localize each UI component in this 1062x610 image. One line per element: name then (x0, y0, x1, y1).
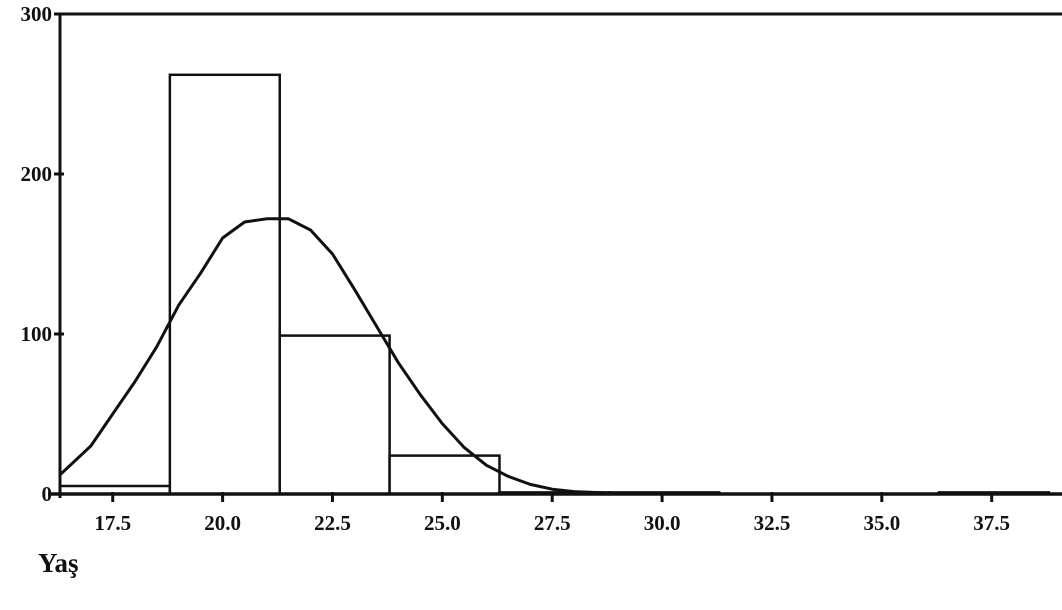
x-tick-label: 35.0 (863, 511, 900, 535)
normal-curve (58, 217, 707, 496)
y-tick-label: 300 (21, 2, 53, 26)
y-tick-label: 200 (21, 162, 53, 186)
x-tick-label: 32.5 (754, 511, 791, 535)
x-tick-label: 27.5 (534, 511, 571, 535)
x-tick-label: 25.0 (424, 511, 461, 535)
tick-labels: 0 100 200 300 17.5 20.0 22.5 25.0 27.5 30.0 32.5 35… (21, 2, 1011, 535)
normal-curve-layer (58, 217, 707, 496)
x-tick-label: 17.5 (94, 511, 131, 535)
x-tick-label: 20.0 (204, 511, 241, 535)
histogram-bars (58, 73, 1051, 496)
histogram-bar (278, 334, 391, 496)
histogram-bar (168, 73, 281, 496)
y-tick-label: 100 (21, 322, 53, 346)
x-tick-label: 30.0 (644, 511, 681, 535)
y-tick-label: 0 (42, 482, 53, 506)
axes (48, 12, 1062, 502)
x-tick-label: 37.5 (973, 511, 1010, 535)
x-tick-label: 22.5 (314, 511, 351, 535)
x-axis-title: Yaş (38, 548, 79, 578)
